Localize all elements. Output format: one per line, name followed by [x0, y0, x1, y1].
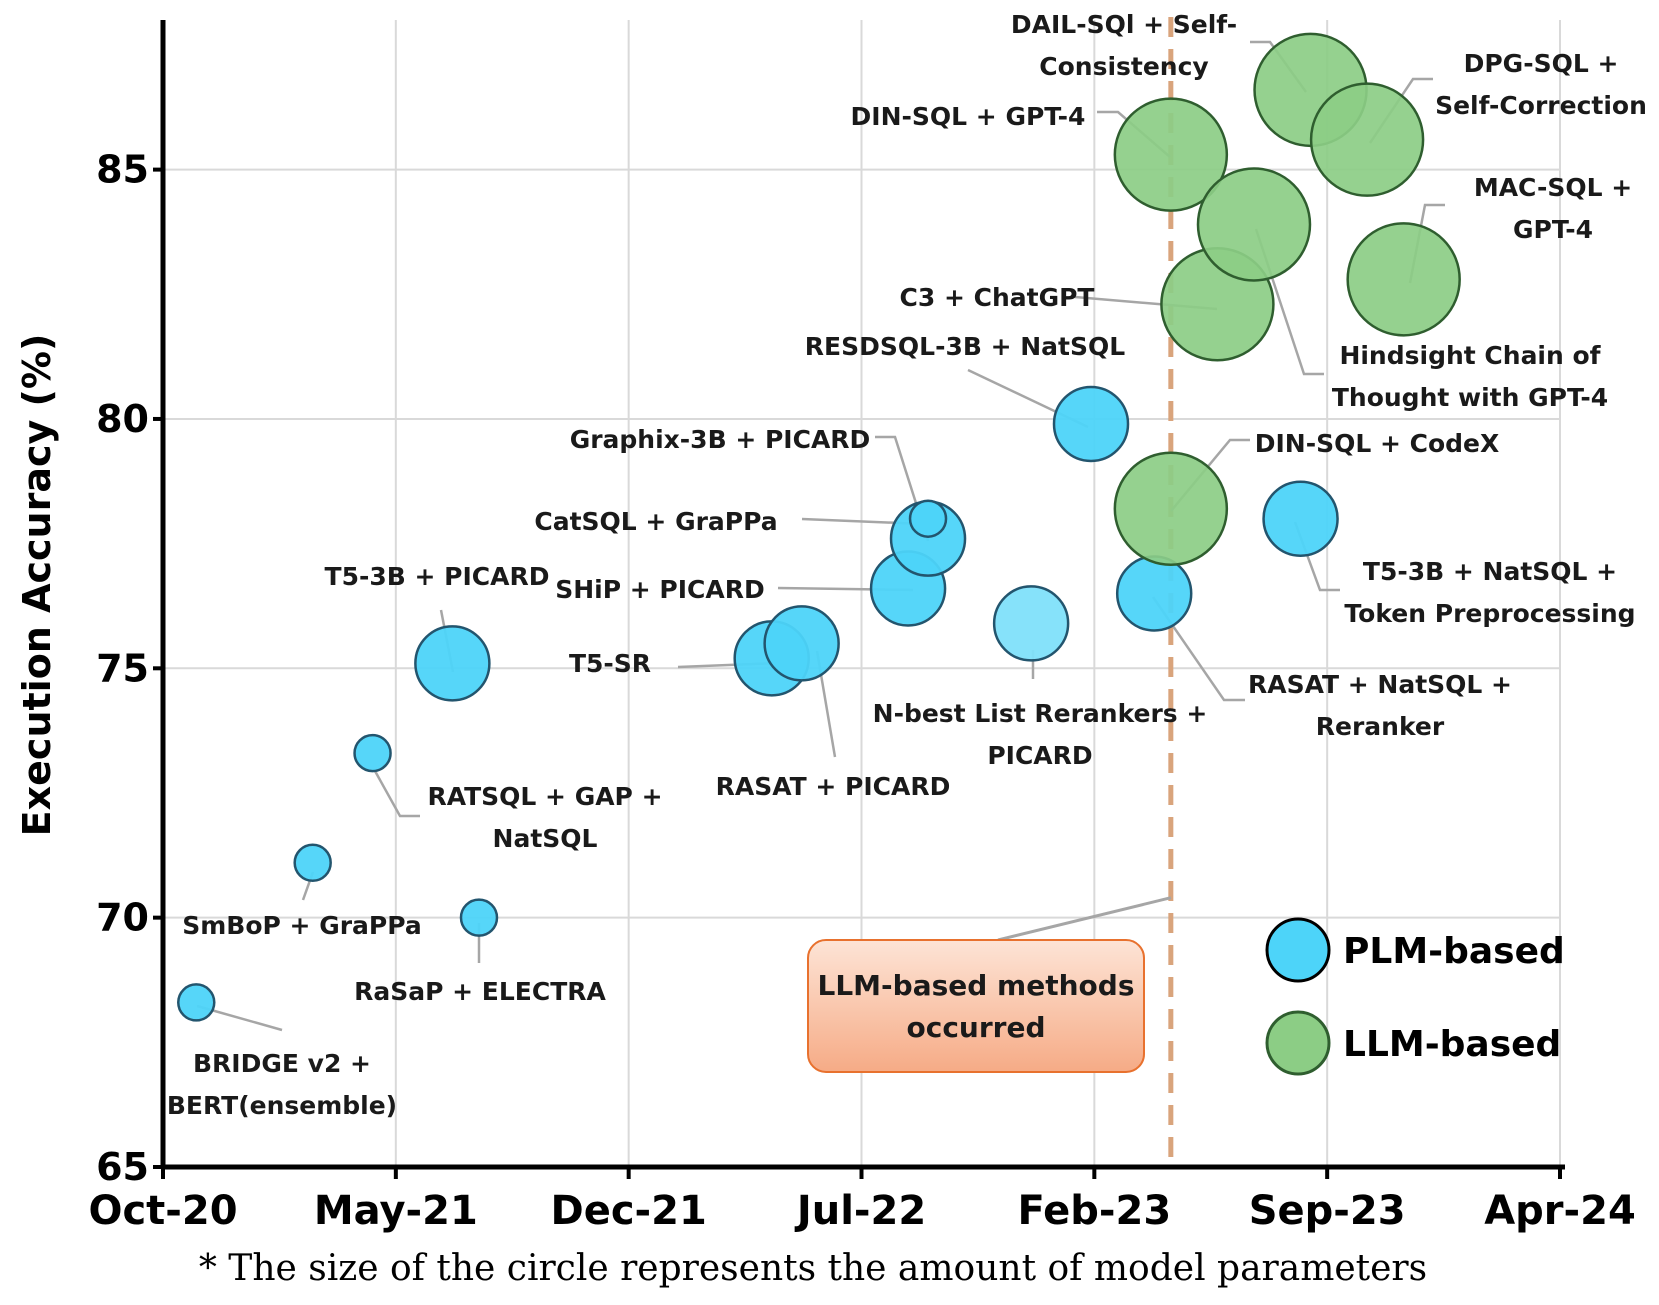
point-label: BERT(ensemble) [167, 1091, 397, 1120]
annotation-text: occurred [906, 1011, 1045, 1044]
point-label: RASAT + NatSQL + [1248, 670, 1512, 699]
plm-point [1262, 480, 1339, 557]
annotation-leader [997, 896, 1172, 942]
plm-point [353, 733, 392, 773]
point-label: PICARD [987, 741, 1092, 770]
point-label: T5-SR [569, 649, 651, 678]
y-tick-label: 65 [96, 1145, 149, 1189]
threshold: LLM-based methods occurred [807, 17, 1174, 1167]
x-tick-label: Dec-21 [551, 1188, 707, 1234]
point-label: RaSaP + ELECTRA [354, 977, 606, 1006]
point-label: DIN-SQL + CodeX [1255, 429, 1500, 458]
point-label: Consistency [1039, 52, 1208, 81]
point-labels: BRIDGE v2 + BERT(ensemble) SmBoP + GraPPa R… [167, 10, 1647, 1120]
point-label: DAIL-SQl + Self- [1011, 10, 1237, 39]
point-label: T5-3B + NatSQL + [1363, 557, 1617, 586]
annotation-text: LLM-based methods [818, 969, 1135, 1002]
y-axis-label: Execution Accuracy (%) [15, 334, 59, 837]
point-label: Reranker [1316, 712, 1445, 741]
annotation-box [807, 939, 1145, 1073]
plm-point [1115, 555, 1193, 632]
llm-point [1346, 222, 1461, 337]
x-tick-label: Jul-22 [794, 1188, 926, 1234]
axes: 65 70 75 80 85 Oct-20 May-21 Dec-21 Jul-22 Feb-23… [88, 20, 1636, 1234]
legend-plm-label: PLM-based [1343, 931, 1565, 972]
point-label: Thought with GPT-4 [1332, 383, 1608, 412]
point-label: NatSQL [493, 824, 598, 853]
plm-point [293, 843, 332, 883]
x-tick-label: May-21 [314, 1188, 478, 1234]
llm-point [1196, 167, 1312, 282]
point-label: BRIDGE v2 + [193, 1049, 371, 1078]
y-tick-label: 75 [96, 646, 149, 690]
x-tick-label: Feb-23 [1017, 1188, 1171, 1234]
plm-point [459, 898, 499, 937]
plm-point [414, 625, 491, 702]
plm-point [992, 585, 1070, 662]
y-tick-label: 85 [96, 148, 149, 192]
point-label: Token Preprocessing [1344, 599, 1635, 628]
plm-point [1052, 385, 1130, 463]
point-label: Hindsight Chain of [1339, 341, 1601, 370]
x-tick-label: Sep-23 [1249, 1188, 1406, 1234]
point-label: Graphix-3B + PICARD [570, 425, 871, 454]
point-label: C3 + ChatGPT [900, 283, 1095, 312]
label-leader-line [373, 770, 420, 818]
point-label: MAC-SQL + [1474, 173, 1632, 202]
y-tick-label: 80 [96, 397, 149, 441]
llm-point [1113, 97, 1229, 212]
point-label: RATSQL + GAP + [427, 782, 662, 811]
point-label: T5-3B + PICARD [325, 562, 550, 591]
plm-point [763, 605, 840, 682]
llm-point [1309, 82, 1425, 197]
x-tick-label: Oct-20 [88, 1188, 237, 1234]
point-label: CatSQL + GraPPa [534, 507, 777, 536]
point-label: DPG-SQL + [1464, 49, 1619, 78]
llm-point [1113, 451, 1229, 566]
plm-point [177, 983, 216, 1022]
plm-point [908, 499, 948, 538]
legend-plm-marker [1265, 917, 1331, 983]
footnote: * The size of the circle represents the … [199, 1248, 1427, 1289]
point-label: RESDSQL-3B + NatSQL [805, 332, 1125, 361]
x-tick-label: Apr-24 [1484, 1188, 1636, 1234]
point-label: N-best List Rerankers + [873, 699, 1208, 728]
point-label: SHiP + PICARD [555, 575, 765, 604]
data-points [177, 32, 1461, 1022]
point-label: Self-Correction [1435, 91, 1647, 120]
legend: PLM-based LLM-based [1265, 917, 1565, 1076]
point-label: DIN-SQL + GPT-4 [851, 102, 1086, 131]
legend-llm-marker [1265, 1010, 1331, 1076]
legend-llm-label: LLM-based [1343, 1024, 1561, 1065]
point-label: RASAT + PICARD [716, 772, 951, 801]
y-tick-label: 70 [96, 896, 149, 940]
label-leader-line [1151, 596, 1245, 702]
point-label: GPT-4 [1513, 215, 1593, 244]
point-label: SmBoP + GraPPa [182, 911, 422, 940]
